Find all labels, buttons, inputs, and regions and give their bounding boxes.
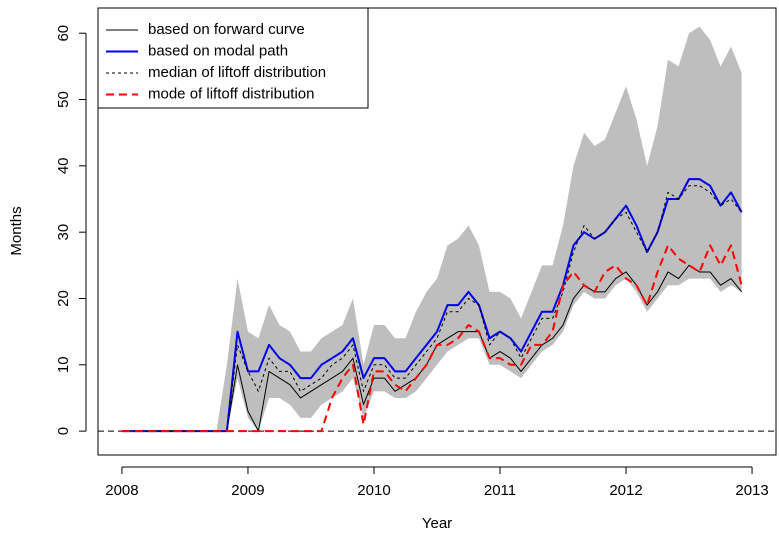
x-tick-label: 2008 [105, 482, 138, 499]
x-tick-label: 2011 [484, 482, 516, 499]
legend-label: based on forward curve [148, 21, 305, 38]
x-tick-label: 2012 [609, 482, 642, 499]
x-tick-label: 2009 [231, 482, 264, 499]
series-line [121, 185, 742, 432]
plot-frame [97, 7, 777, 456]
x-axis-title: Year [422, 515, 452, 532]
legend-label: based on modal path [148, 42, 288, 59]
legend-box [97, 7, 369, 109]
x-tick-label: 2010 [357, 482, 390, 499]
legend-label: mode of liftoff distribution [148, 85, 314, 102]
y-tick-label: 60 [55, 25, 72, 42]
y-tick-label: 20 [55, 290, 72, 307]
series-line [121, 244, 743, 433]
x-tick-label: 2013 [735, 482, 768, 499]
y-tick-label: 30 [55, 224, 72, 241]
y-axis-title: Months [8, 206, 25, 255]
confidence-band [121, 26, 742, 432]
y-tick-label: 0 [55, 427, 72, 435]
y-tick-label: 50 [55, 91, 72, 108]
y-tick-label: 10 [55, 356, 72, 373]
legend-label: median of liftoff distribution [148, 64, 326, 81]
y-tick-label: 40 [55, 157, 72, 174]
